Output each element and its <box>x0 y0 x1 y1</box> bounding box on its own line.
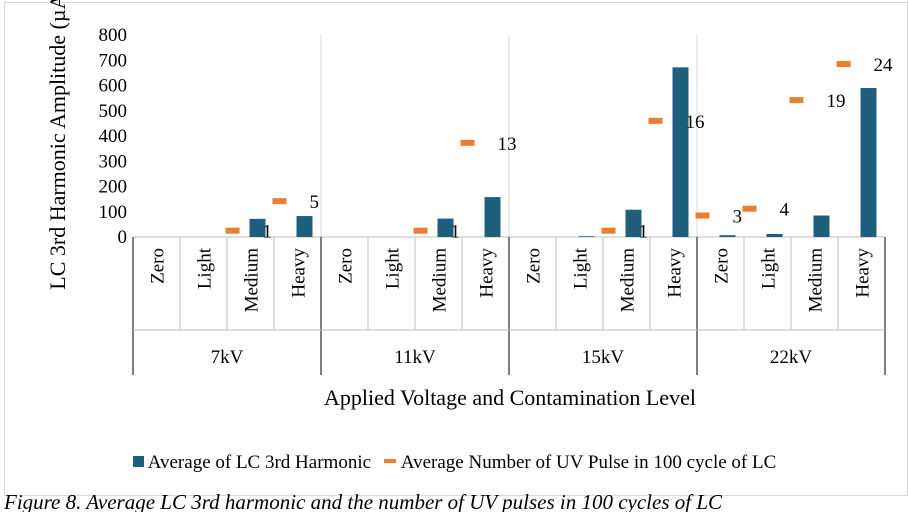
category-label: Heavy <box>477 248 498 298</box>
marker <box>742 205 757 212</box>
legend: Average of LC 3rd Harmonic Average Numbe… <box>0 452 909 474</box>
bar <box>719 235 736 237</box>
legend-item-bar: Average of LC 3rd Harmonic <box>132 452 372 474</box>
group-label: 7kV <box>211 347 244 368</box>
y-tick-label: 0 <box>118 227 128 248</box>
category-label: Light <box>759 247 780 289</box>
x-axis-title: Applied Voltage and Contamination Level <box>324 385 696 410</box>
y-axis-title: LC 3rd Harmonic Amplitude (µA) <box>45 0 70 290</box>
group-label: 15kV <box>582 347 625 368</box>
chart-frame <box>4 2 908 496</box>
category-label: Heavy <box>289 248 310 298</box>
marker-data-label: 1 <box>263 222 273 243</box>
marker-data-label: 13 <box>498 134 517 155</box>
category-label: Zero <box>712 248 733 284</box>
category-label: Medium <box>618 248 639 313</box>
category-label: Zero <box>524 248 545 284</box>
bar <box>296 216 313 237</box>
y-tick-label: 300 <box>99 151 128 172</box>
category-label: Medium <box>430 248 451 313</box>
marker-data-label: 1 <box>451 222 461 243</box>
bar <box>860 88 877 238</box>
y-tick-label: 100 <box>99 202 128 223</box>
chart: 0 100 200 300 400 500 600 700 800 Zero Light Medium… <box>45 0 894 410</box>
y-tick-label: 800 <box>99 25 128 46</box>
figure-caption: Figure 8. Average LC 3rd harmonic and th… <box>4 492 723 512</box>
category-label: Zero <box>336 248 357 284</box>
marker-data-label: 5 <box>310 192 320 213</box>
marker <box>789 97 804 104</box>
bars <box>249 67 877 238</box>
category-label: Zero <box>148 248 169 284</box>
marker <box>460 139 475 146</box>
y-tick-label: 600 <box>99 76 128 97</box>
category-label: Light <box>195 247 216 289</box>
category-label: Medium <box>806 248 827 313</box>
y-tick-label: 500 <box>99 101 128 122</box>
bar <box>437 218 454 237</box>
y-tick-label: 200 <box>99 177 128 198</box>
marker <box>836 61 851 68</box>
marker-data-label: 3 <box>733 207 743 228</box>
marker-data-label: 1 <box>639 222 649 243</box>
legend-item-marker: Average Number of UV Pulse in 100 cycle … <box>383 452 777 474</box>
marker <box>695 212 710 219</box>
gridlines <box>320 35 698 237</box>
marker-data-label: 19 <box>827 91 846 112</box>
category-label: Medium <box>242 248 263 313</box>
bar <box>813 215 830 237</box>
marker <box>272 198 287 205</box>
y-tick-label: 700 <box>99 50 128 71</box>
markers: 1 5 1 13 1 16 3 4 19 24 <box>225 55 894 243</box>
marker <box>225 227 240 234</box>
axes: 0 100 200 300 400 500 600 700 800 Zero Light Medium… <box>99 25 886 375</box>
bar <box>672 67 689 237</box>
y-tick-label: 400 <box>99 126 128 147</box>
bar <box>766 233 783 237</box>
legend-marker-label: Average Number of UV Pulse in 100 cycle … <box>400 452 777 473</box>
marker-data-label: 24 <box>874 55 894 76</box>
category-label: Light <box>571 247 592 289</box>
bar <box>625 209 642 237</box>
category-label: Light <box>383 247 404 289</box>
marker <box>648 117 663 124</box>
category-label: Heavy <box>665 248 686 298</box>
marker <box>413 227 428 234</box>
legend-bar-label: Average of LC 3rd Harmonic <box>147 452 372 473</box>
legend-marker-swatch <box>383 459 396 463</box>
category-label: Heavy <box>853 248 874 298</box>
bar <box>249 218 266 237</box>
bar <box>484 197 501 237</box>
legend-bar-swatch <box>132 456 144 467</box>
marker-data-label: 4 <box>780 200 790 221</box>
marker <box>601 227 616 234</box>
group-label: 22kV <box>770 347 813 368</box>
bar <box>578 236 595 237</box>
group-label: 11kV <box>394 347 436 368</box>
marker-data-label: 16 <box>686 112 705 133</box>
